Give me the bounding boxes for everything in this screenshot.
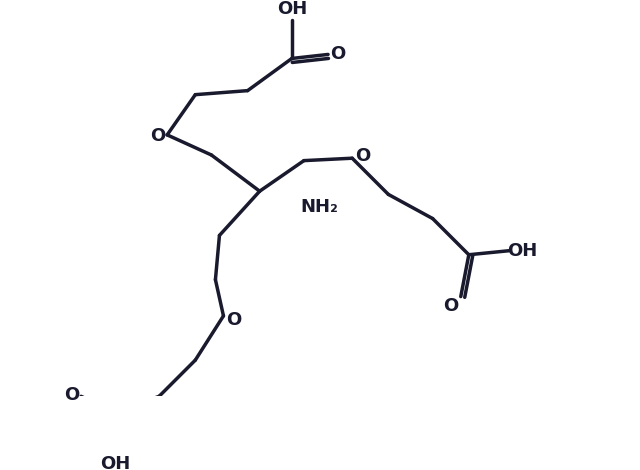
Text: NH₂: NH₂ bbox=[300, 198, 338, 216]
Text: OH: OH bbox=[100, 455, 130, 470]
Text: OH: OH bbox=[507, 242, 537, 260]
Text: O: O bbox=[444, 297, 459, 315]
Text: O: O bbox=[64, 386, 79, 404]
Text: O: O bbox=[227, 311, 241, 329]
Text: O: O bbox=[150, 127, 165, 146]
Text: O: O bbox=[330, 46, 346, 63]
Text: O: O bbox=[355, 147, 371, 165]
Text: OH: OH bbox=[276, 0, 307, 17]
